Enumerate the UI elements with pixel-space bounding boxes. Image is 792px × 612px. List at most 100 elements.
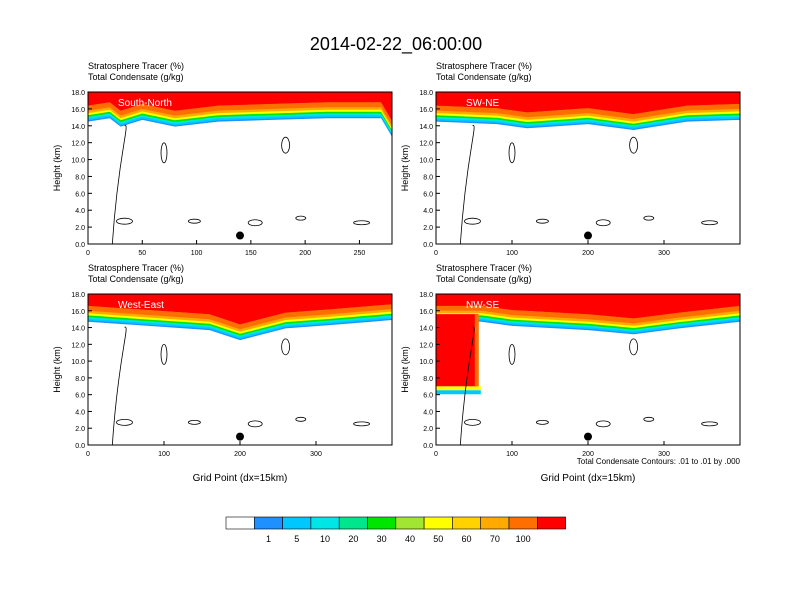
tracer-field <box>436 294 740 445</box>
colorbar: 1 5 10 20 30 40 50 60 70 100 <box>225 516 566 544</box>
y-tick-label: 2.0 <box>423 426 433 433</box>
colorbar-swatch <box>395 516 425 530</box>
tracer-core <box>88 294 392 325</box>
condensate-contour <box>643 215 655 221</box>
y-tick-label: 0.0 <box>75 443 85 450</box>
condensate-contour <box>464 418 481 426</box>
colorbar-label: 30 <box>377 534 387 544</box>
y-tick-label: 16.0 <box>419 107 433 114</box>
x-tick-label: 0 <box>86 250 90 257</box>
colorbar-swatch <box>452 516 481 530</box>
x-tick-label: 100 <box>506 451 518 458</box>
y-axis-label: Height (km) <box>52 145 62 192</box>
condensate-contours <box>459 124 718 244</box>
panel-title-line1: Stratosphere Tracer (%) <box>88 263 184 273</box>
colorbar-label: 100 <box>516 534 531 544</box>
condensate-contour <box>281 338 291 356</box>
tracer-field <box>88 294 392 445</box>
x-tick-label: 150 <box>245 250 257 257</box>
x-tick-label: 200 <box>582 451 594 458</box>
y-tick-label: 12.0 <box>419 141 433 148</box>
y-tick-label: 6.0 <box>75 393 85 400</box>
y-tick-label: 0.0 <box>423 443 433 450</box>
y-tick-label: 14.0 <box>419 124 433 131</box>
condensate-contour <box>536 218 549 224</box>
panel-south-north: South-North Stratosphere Tracer (%)Total … <box>52 61 393 257</box>
y-axis-label: Height (km) <box>52 346 62 393</box>
y-tick-label: 8.0 <box>75 376 85 383</box>
y-tick-label: 0.0 <box>423 242 433 249</box>
location-marker <box>584 231 592 240</box>
intrusion-edge-outer <box>436 390 481 395</box>
y-tick-label: 16.0 <box>419 309 433 316</box>
condensate-contour <box>701 421 718 427</box>
colorbar-swatch <box>310 516 340 530</box>
y-tick-label: 18.0 <box>419 90 433 97</box>
colorbar-swatch <box>508 516 538 530</box>
location-marker <box>584 432 592 441</box>
y-tick-label: 12.0 <box>419 342 433 349</box>
x-tick-label: 300 <box>658 451 670 458</box>
x-tick-label: 100 <box>506 250 518 257</box>
intrusion-side <box>474 314 479 387</box>
condensate-contour <box>295 416 307 422</box>
panel-title-line2: Total Condensate (g/kg) <box>436 274 532 284</box>
condensate-contour <box>508 343 516 365</box>
tracer-core <box>436 294 740 319</box>
tracer-core <box>88 92 392 121</box>
panel-title-line1: Stratosphere Tracer (%) <box>436 263 532 273</box>
panel-title-line2: Total Condensate (g/kg) <box>436 72 532 82</box>
condensate-contour <box>595 420 611 428</box>
y-tick-label: 4.0 <box>75 208 85 215</box>
y-tick-label: 6.0 <box>423 393 433 400</box>
tracer-field <box>436 92 740 244</box>
y-axis-label: Height (km) <box>400 346 410 393</box>
y-tick-label: 6.0 <box>75 191 85 198</box>
y-tick-label: 14.0 <box>71 326 85 333</box>
colorbar-swatch <box>480 516 510 530</box>
y-tick-label: 18.0 <box>419 292 433 299</box>
colorbar-swatch <box>367 516 397 530</box>
x-tick-label: 50 <box>138 250 146 257</box>
panel-title-line2: Total Condensate (g/kg) <box>88 274 184 284</box>
colorbar-label: 20 <box>348 534 358 544</box>
colorbar-label: 50 <box>433 534 443 544</box>
tracer-core <box>436 92 740 114</box>
x-axis-label: Grid Point (dx=15km) <box>193 473 288 484</box>
colorbar-label: 40 <box>405 534 415 544</box>
condensate-contours <box>459 326 718 445</box>
colorbar-label: 10 <box>320 534 330 544</box>
condensate-contour <box>187 419 201 425</box>
y-tick-label: 4.0 <box>75 409 85 416</box>
y-tick-label: 16.0 <box>71 309 85 316</box>
plot-frame <box>87 91 393 245</box>
condensate-contour <box>116 418 133 426</box>
condensate-contour <box>160 142 168 164</box>
stratospheric-intrusion <box>436 314 478 387</box>
y-tick-label: 16.0 <box>71 107 85 114</box>
condensate-contour <box>281 136 291 154</box>
x-tick-label: 0 <box>434 250 438 257</box>
panel-title-line1: Stratosphere Tracer (%) <box>436 61 532 71</box>
condensate-contour <box>247 420 263 428</box>
y-tick-label: 8.0 <box>423 174 433 181</box>
condensate-contour <box>353 220 371 226</box>
y-tick-label: 8.0 <box>75 174 85 181</box>
y-tick-label: 14.0 <box>71 124 85 131</box>
condensate-contour <box>459 326 475 445</box>
x-tick-label: 200 <box>234 451 246 458</box>
panel-label: South-North <box>118 98 172 109</box>
panel-title-line2: Total Condensate (g/kg) <box>88 72 184 82</box>
condensate-contour <box>629 136 638 154</box>
y-tick-label: 10.0 <box>419 359 433 366</box>
figure-title: 2014-02-22_06:00:00 <box>310 34 482 55</box>
condensate-contour <box>459 124 475 244</box>
condensate-contour <box>643 416 655 422</box>
y-tick-label: 2.0 <box>75 225 85 232</box>
condensate-contour <box>464 217 481 225</box>
colorbar-swatch <box>282 516 312 530</box>
y-tick-label: 10.0 <box>71 359 85 366</box>
tracer-field <box>88 92 392 244</box>
